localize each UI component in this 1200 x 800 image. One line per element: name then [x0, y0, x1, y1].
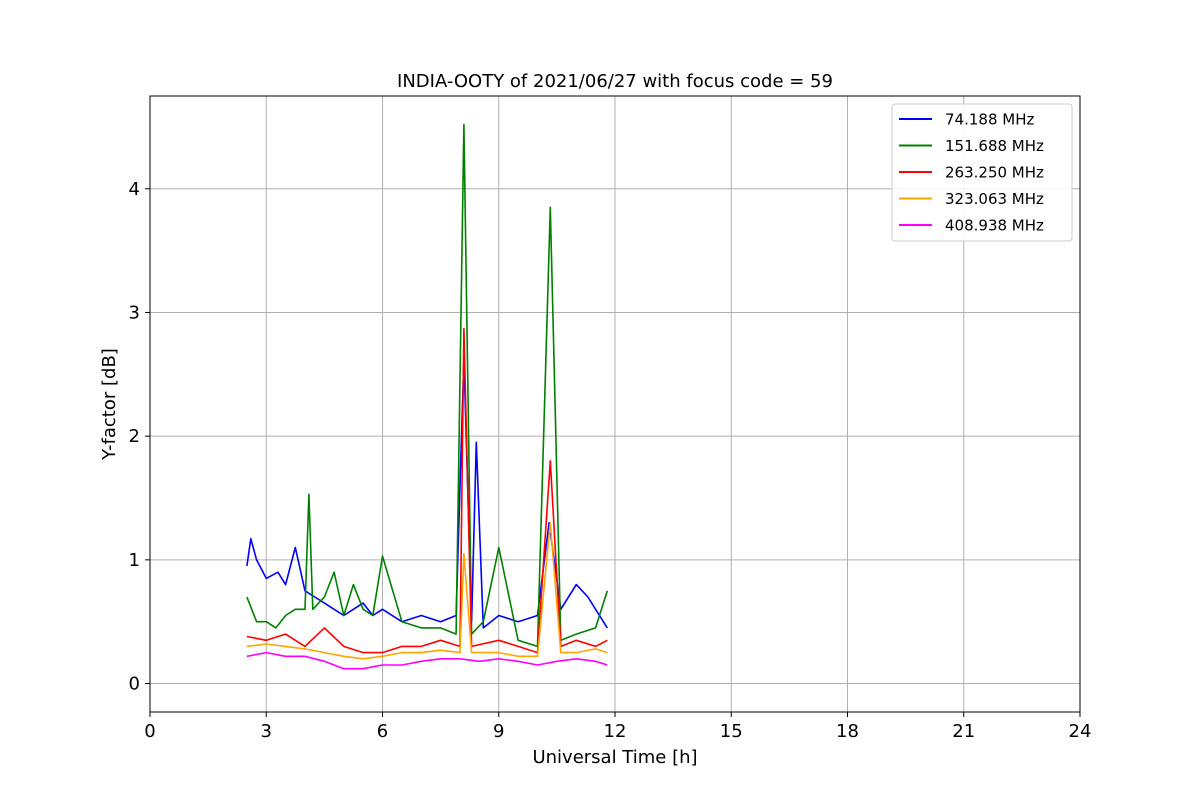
- series-line-2: [246, 327, 608, 654]
- y-axis-label: Y-factor [dB]: [99, 348, 120, 461]
- series-layer: [246, 123, 609, 670]
- x-tick-label: 0: [144, 721, 155, 742]
- series-line-3: [246, 521, 608, 660]
- chart-title: INDIA-OOTY of 2021/06/27 with focus code…: [397, 71, 833, 92]
- series-line-0: [246, 357, 608, 629]
- x-tick-label: 6: [377, 721, 388, 742]
- x-tick-label: 21: [952, 721, 975, 742]
- x-tick-label: 9: [493, 721, 504, 742]
- y-axis-ticks: 0 1 2 3 4: [129, 179, 150, 695]
- legend-label-3: 323.063 MHz: [945, 190, 1044, 208]
- x-tick-label: 18: [836, 721, 859, 742]
- y-tick-label: 0: [129, 674, 140, 695]
- legend-label-2: 263.250 MHz: [945, 164, 1044, 182]
- x-tick-label: 24: [1069, 721, 1092, 742]
- x-axis-ticks: 0 3 6 9 12 15 18 21 24: [144, 712, 1091, 742]
- y-tick-label: 1: [129, 550, 140, 571]
- y-tick-label: 3: [129, 302, 140, 323]
- legend: 74.188 MHz 151.688 MHz 263.250 MHz 323.063 …: [891, 103, 1073, 242]
- legend-label-0: 74.188 MHz: [945, 111, 1034, 129]
- x-tick-label: 3: [261, 721, 272, 742]
- legend-label-1: 151.688 MHz: [945, 137, 1044, 155]
- x-tick-label: 15: [720, 721, 743, 742]
- legend-box: [891, 103, 1073, 242]
- x-axis-label: Universal Time [h]: [532, 747, 697, 768]
- y-tick-label: 2: [129, 426, 140, 447]
- y-tick-label: 4: [129, 179, 140, 200]
- x-tick-label: 12: [604, 721, 627, 742]
- series-line-4: [246, 651, 608, 670]
- legend-label-4: 408.938 MHz: [945, 217, 1044, 235]
